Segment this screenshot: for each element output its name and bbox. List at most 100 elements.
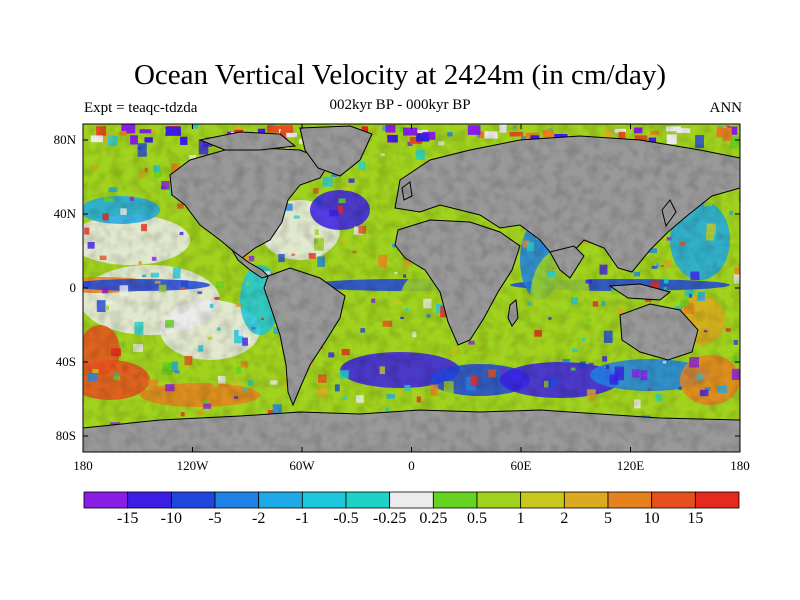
velocity-cell (697, 291, 705, 301)
velocity-cell (412, 331, 417, 338)
velocity-cell (102, 287, 109, 294)
velocity-cell (704, 387, 711, 391)
velocity-cell (548, 317, 552, 320)
velocity-cell (430, 384, 439, 396)
velocity-cell (189, 155, 197, 161)
colorbar-label: -5 (208, 510, 222, 527)
velocity-cell (269, 380, 278, 385)
velocity-cell (443, 381, 454, 395)
colorbar-swatch (389, 491, 434, 509)
velocity-cell (534, 330, 542, 337)
velocity-cell (581, 338, 586, 341)
velocity-cell (119, 285, 129, 296)
velocity-cell (543, 380, 549, 388)
velocity-cell (105, 305, 109, 310)
velocity-cell (358, 161, 366, 170)
velocity-cell (546, 270, 555, 278)
velocity-cell (180, 280, 189, 289)
velocity-cell (133, 344, 143, 353)
velocity-cell (207, 336, 213, 340)
velocity-cell (731, 368, 740, 381)
velocity-cell (650, 280, 660, 291)
velocity-cell (191, 124, 199, 129)
colorbar (83, 491, 740, 509)
velocity-cell (278, 253, 285, 263)
velocity-cell (144, 137, 153, 143)
velocity-cell (603, 330, 613, 343)
lat-tick-label: 80S (55, 428, 76, 443)
velocity-cell (313, 188, 319, 194)
velocity-cell (171, 361, 179, 372)
velocity-cell (179, 231, 184, 236)
velocity-cell (547, 128, 553, 132)
velocity-cell (601, 301, 606, 307)
velocity-cell (334, 384, 340, 392)
velocity-cell (151, 256, 157, 261)
velocity-cell (361, 126, 369, 134)
velocity-cell (328, 352, 335, 358)
velocity-cell (240, 360, 249, 368)
velocity-cell (640, 370, 648, 381)
velocity-cell (415, 149, 425, 160)
velocity-cell (237, 344, 242, 349)
velocity-patch (340, 352, 460, 388)
velocity-cell (717, 385, 728, 393)
velocity-cell (119, 131, 127, 136)
velocity-cell (108, 187, 118, 192)
time-range-label: 002kyr BP - 000kyr BP (329, 97, 471, 113)
velocity-cell (730, 261, 739, 268)
velocity-cell (392, 165, 396, 170)
lon-tick-label: 180 (73, 458, 93, 473)
experiment-label: Expt = teaqc-tdzda (84, 100, 198, 116)
velocity-cell (317, 256, 325, 267)
lat-tick-label: 80N (53, 132, 76, 147)
lat-tick-label: 40N (53, 206, 76, 221)
velocity-cell (738, 196, 740, 202)
velocity-cell (407, 141, 413, 146)
velocity-cell (379, 366, 385, 375)
velocity-cell (99, 255, 107, 260)
velocity-cell (733, 340, 738, 345)
velocity-patch (160, 300, 260, 360)
colorbar-swatch (83, 491, 129, 509)
velocity-cell (551, 330, 557, 337)
velocity-cell (340, 370, 349, 379)
colorbar-label: -2 (251, 510, 266, 527)
velocity-cell (703, 200, 713, 207)
velocity-cell (280, 125, 294, 134)
velocity-cell (141, 224, 148, 232)
velocity-cell (605, 365, 610, 369)
india (549, 245, 585, 279)
velocity-cell (684, 290, 694, 297)
velocity-cell (113, 375, 121, 381)
velocity-cell (732, 356, 740, 363)
velocity-cell (158, 284, 167, 293)
lon-tick-label: 60E (510, 458, 532, 473)
velocity-cell (660, 265, 664, 268)
colorbar-swatch (258, 491, 303, 509)
velocity-cell (586, 389, 596, 401)
velocity-cell (329, 209, 339, 217)
lon-tick-label: 60W (289, 458, 315, 473)
velocity-cell (726, 126, 738, 135)
velocity-cell (121, 124, 136, 134)
velocity-cell (111, 348, 121, 357)
velocity-cell (233, 396, 239, 399)
velocity-cell (580, 361, 586, 369)
velocity-cell (235, 303, 242, 307)
colorbar-label: 5 (604, 510, 612, 527)
velocity-cell (699, 389, 709, 397)
velocity-cell (656, 263, 660, 268)
velocity-cell (352, 250, 357, 254)
velocity-cell (260, 317, 264, 321)
velocity-cell (733, 273, 740, 284)
velocity-cell (144, 167, 148, 172)
velocity-cell (209, 303, 214, 309)
velocity-cell (679, 300, 689, 307)
indonesia (608, 283, 672, 301)
velocity-cell (280, 131, 288, 141)
velocity-cell (602, 356, 608, 362)
velocity-cell (706, 223, 716, 235)
velocity-cell (542, 130, 554, 139)
velocity-cell (734, 395, 740, 403)
